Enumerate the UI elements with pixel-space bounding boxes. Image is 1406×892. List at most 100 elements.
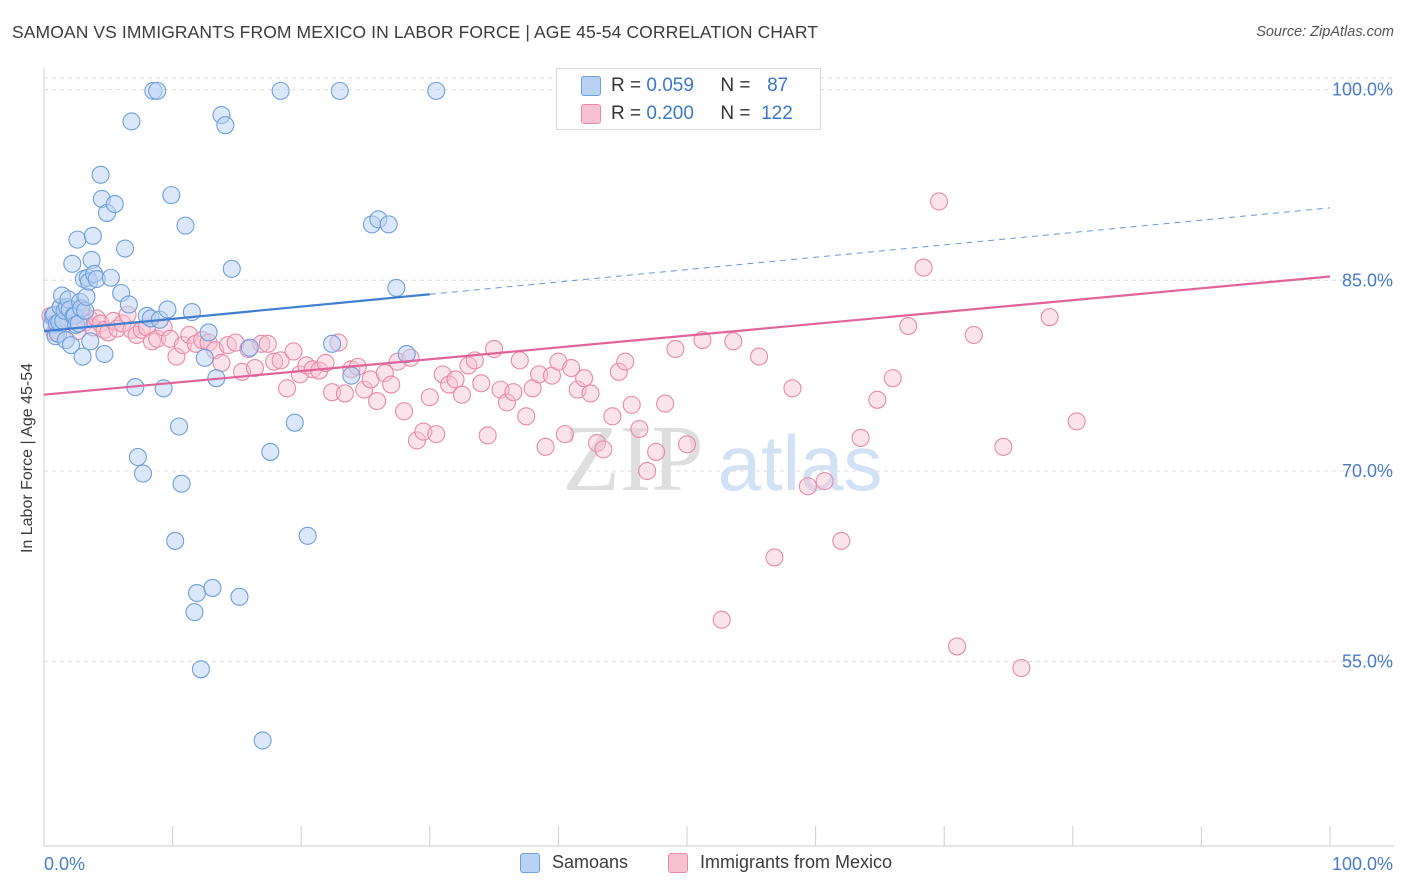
mexico-n-label: N = xyxy=(720,103,751,124)
samoans-point xyxy=(379,215,398,234)
legend-mexico-label: Immigrants from Mexico xyxy=(700,852,893,872)
mexico-point xyxy=(1012,658,1031,678)
samoans-point xyxy=(81,332,100,351)
mexico-point xyxy=(142,332,162,351)
mexico-point xyxy=(712,610,731,629)
samoans-point xyxy=(271,81,290,100)
mexico-point xyxy=(517,407,536,426)
samoans-point xyxy=(133,464,153,483)
mexico-n-value: 122 xyxy=(761,103,793,124)
samoans-point xyxy=(122,112,141,131)
legend-samoans-swatch xyxy=(520,852,540,873)
mexico-point xyxy=(783,379,802,398)
mexico-point xyxy=(948,637,967,656)
samoans-point xyxy=(166,531,185,550)
y-tick-label: 55.0% xyxy=(1342,652,1393,672)
samoans-point xyxy=(73,347,92,366)
samoans-point xyxy=(330,81,349,100)
legend-item-samoans[interactable]: Samoans xyxy=(520,852,628,873)
samoans-point xyxy=(101,268,120,287)
stats-legend: R = 0.059 N = 87 R = 0.200 N = 122 xyxy=(556,68,821,130)
stats-row-mexico: R = 0.200 N = 122 xyxy=(581,101,793,127)
samoans-point xyxy=(68,230,87,249)
mexico-point xyxy=(883,369,902,388)
series-samoans-points xyxy=(42,81,446,750)
samoans-point xyxy=(222,259,241,278)
mexico-point xyxy=(1067,412,1086,431)
mexico-point xyxy=(271,351,290,370)
mexico-point xyxy=(212,353,231,372)
mexico-point xyxy=(868,390,887,409)
mexico-point xyxy=(765,548,784,567)
mexico-point xyxy=(647,442,666,461)
mexico-point xyxy=(472,374,491,393)
mexico-point xyxy=(478,426,497,445)
samoans-point xyxy=(387,278,406,297)
samoans-swatch xyxy=(581,76,601,96)
mexico-point xyxy=(994,437,1013,456)
samoans-trend-extension xyxy=(429,207,1331,295)
mexico-point xyxy=(382,375,401,394)
watermark-zip: ZIP xyxy=(563,407,704,511)
mexico-point xyxy=(575,369,594,388)
samoans-point xyxy=(253,731,272,750)
mexico-point xyxy=(258,334,277,353)
legend-mexico-swatch xyxy=(668,852,688,873)
mexico-point xyxy=(395,402,414,421)
samoans-point xyxy=(195,348,214,367)
samoans-r-label: R = xyxy=(611,75,642,96)
mexico-trend-line xyxy=(43,275,1331,396)
mexico-point xyxy=(555,425,574,444)
mexico-point xyxy=(420,388,439,407)
samoans-point xyxy=(115,239,135,258)
samoans-point xyxy=(185,603,204,622)
samoans-n-label: N = xyxy=(720,75,751,96)
mexico-point xyxy=(335,384,354,403)
samoans-point xyxy=(61,336,81,355)
mexico-point xyxy=(368,392,387,411)
mexico-point xyxy=(964,325,983,345)
mexico-swatch xyxy=(581,104,601,124)
samoans-point xyxy=(158,300,177,319)
samoans-point xyxy=(77,287,96,306)
mexico-point xyxy=(1040,308,1059,327)
mexico-point xyxy=(562,358,581,378)
samoans-point xyxy=(162,186,181,205)
mexico-point xyxy=(407,431,426,450)
mexico-point xyxy=(832,531,851,550)
mexico-point xyxy=(851,428,870,447)
samoans-point xyxy=(187,583,207,603)
mexico-point xyxy=(677,435,697,454)
mexico-r-label: R = xyxy=(611,103,642,124)
mexico-point xyxy=(446,370,465,389)
samoans-point xyxy=(176,216,195,235)
mexico-point xyxy=(265,352,284,371)
mexico-point xyxy=(497,393,517,412)
mexico-point xyxy=(323,383,342,402)
samoans-point xyxy=(83,226,102,245)
y-tick-label: 100.0% xyxy=(1332,80,1393,100)
mexico-point xyxy=(899,317,918,336)
mexico-point xyxy=(530,365,549,384)
trend-lines xyxy=(43,207,1331,396)
mexico-point xyxy=(609,362,628,381)
mexico-point xyxy=(622,395,641,414)
legend-item-mexico[interactable]: Immigrants from Mexico xyxy=(668,852,892,873)
mexico-point xyxy=(536,437,555,456)
samoans-point xyxy=(298,526,317,545)
samoans-point xyxy=(105,194,124,214)
mexico-point xyxy=(510,351,529,370)
mexico-point xyxy=(504,383,523,402)
samoans-point xyxy=(91,165,110,184)
mexico-point xyxy=(638,461,657,481)
mexico-point xyxy=(173,336,192,355)
samoans-point xyxy=(216,116,235,135)
mexico-point xyxy=(452,385,472,404)
watermark-atlas: atlas xyxy=(718,419,883,507)
watermark: ZIP atlas xyxy=(563,407,883,511)
samoans-point xyxy=(397,344,416,364)
samoans-trend-line xyxy=(43,293,430,333)
mexico-point xyxy=(616,352,635,371)
samoans-point xyxy=(323,334,342,353)
